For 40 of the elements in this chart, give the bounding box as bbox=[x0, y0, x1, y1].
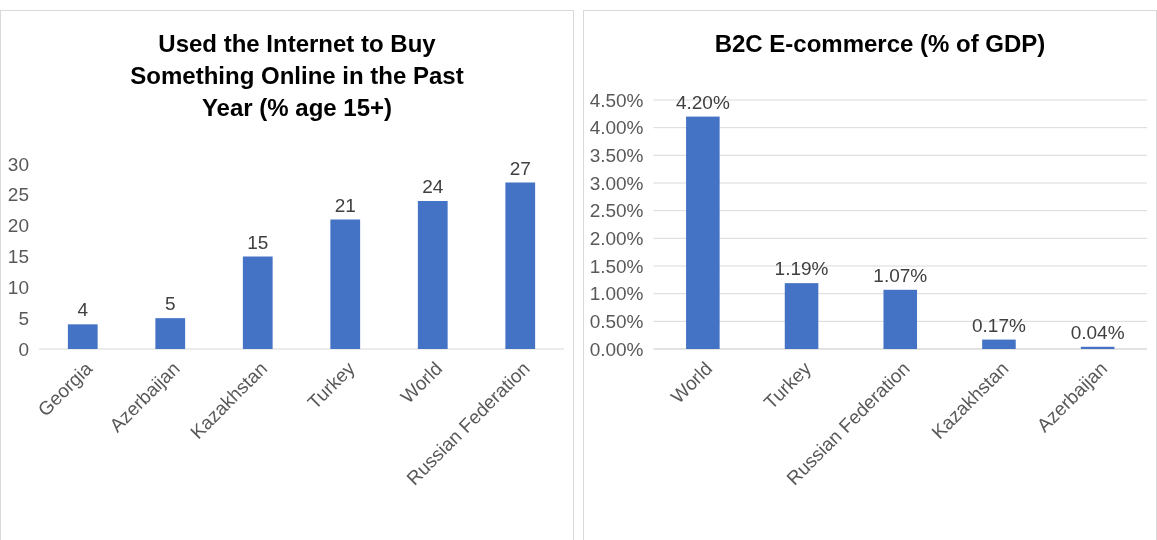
y-tick-label: 10 bbox=[7, 276, 29, 298]
data-label: 27 bbox=[509, 157, 531, 179]
data-label: 0.17% bbox=[972, 314, 1026, 336]
y-tick-label: 15 bbox=[7, 246, 29, 268]
bar bbox=[242, 256, 273, 349]
data-label: 1.07% bbox=[873, 264, 928, 286]
chart-title: Used the Internet to Buy Something Online in the Past Year (% age 15+) bbox=[130, 30, 464, 121]
y-tick-label: 30 bbox=[7, 153, 29, 175]
data-label: 0.04% bbox=[1070, 321, 1125, 343]
y-tick-label: 3.50% bbox=[589, 144, 644, 166]
bar bbox=[67, 324, 98, 349]
bar bbox=[686, 116, 720, 349]
bar bbox=[330, 219, 361, 349]
y-tick-label: 1.00% bbox=[589, 283, 644, 305]
bar bbox=[155, 318, 186, 349]
y-tick-label: 3.00% bbox=[589, 172, 644, 194]
data-label: 21 bbox=[334, 194, 356, 216]
bar bbox=[982, 339, 1016, 349]
data-label: 4.20% bbox=[675, 91, 730, 113]
y-tick-label: 5 bbox=[18, 307, 29, 329]
y-tick-label: 25 bbox=[7, 184, 29, 206]
y-tick-label: 2.00% bbox=[589, 227, 644, 249]
y-tick-label: 1.50% bbox=[589, 255, 644, 277]
data-label: 15 bbox=[247, 231, 269, 253]
chart-title: B2C E-commerce (% of GDP) bbox=[714, 30, 1046, 57]
y-tick-label: 4.50% bbox=[589, 89, 644, 111]
y-tick-label: 0 bbox=[18, 338, 29, 360]
data-label: 5 bbox=[164, 293, 176, 315]
y-tick-label: 20 bbox=[7, 215, 29, 237]
y-tick-label: 2.50% bbox=[589, 200, 644, 222]
data-label: 4 bbox=[77, 299, 89, 321]
y-tick-label: 4.00% bbox=[589, 117, 644, 139]
y-tick-label: 0.00% bbox=[589, 338, 644, 360]
bar bbox=[505, 182, 536, 349]
data-label: 24 bbox=[422, 176, 444, 197]
y-tick-label: 0.50% bbox=[589, 310, 644, 332]
bar bbox=[417, 201, 448, 349]
bar bbox=[883, 289, 918, 349]
data-label: 1.19% bbox=[774, 258, 829, 280]
bar bbox=[784, 283, 819, 349]
